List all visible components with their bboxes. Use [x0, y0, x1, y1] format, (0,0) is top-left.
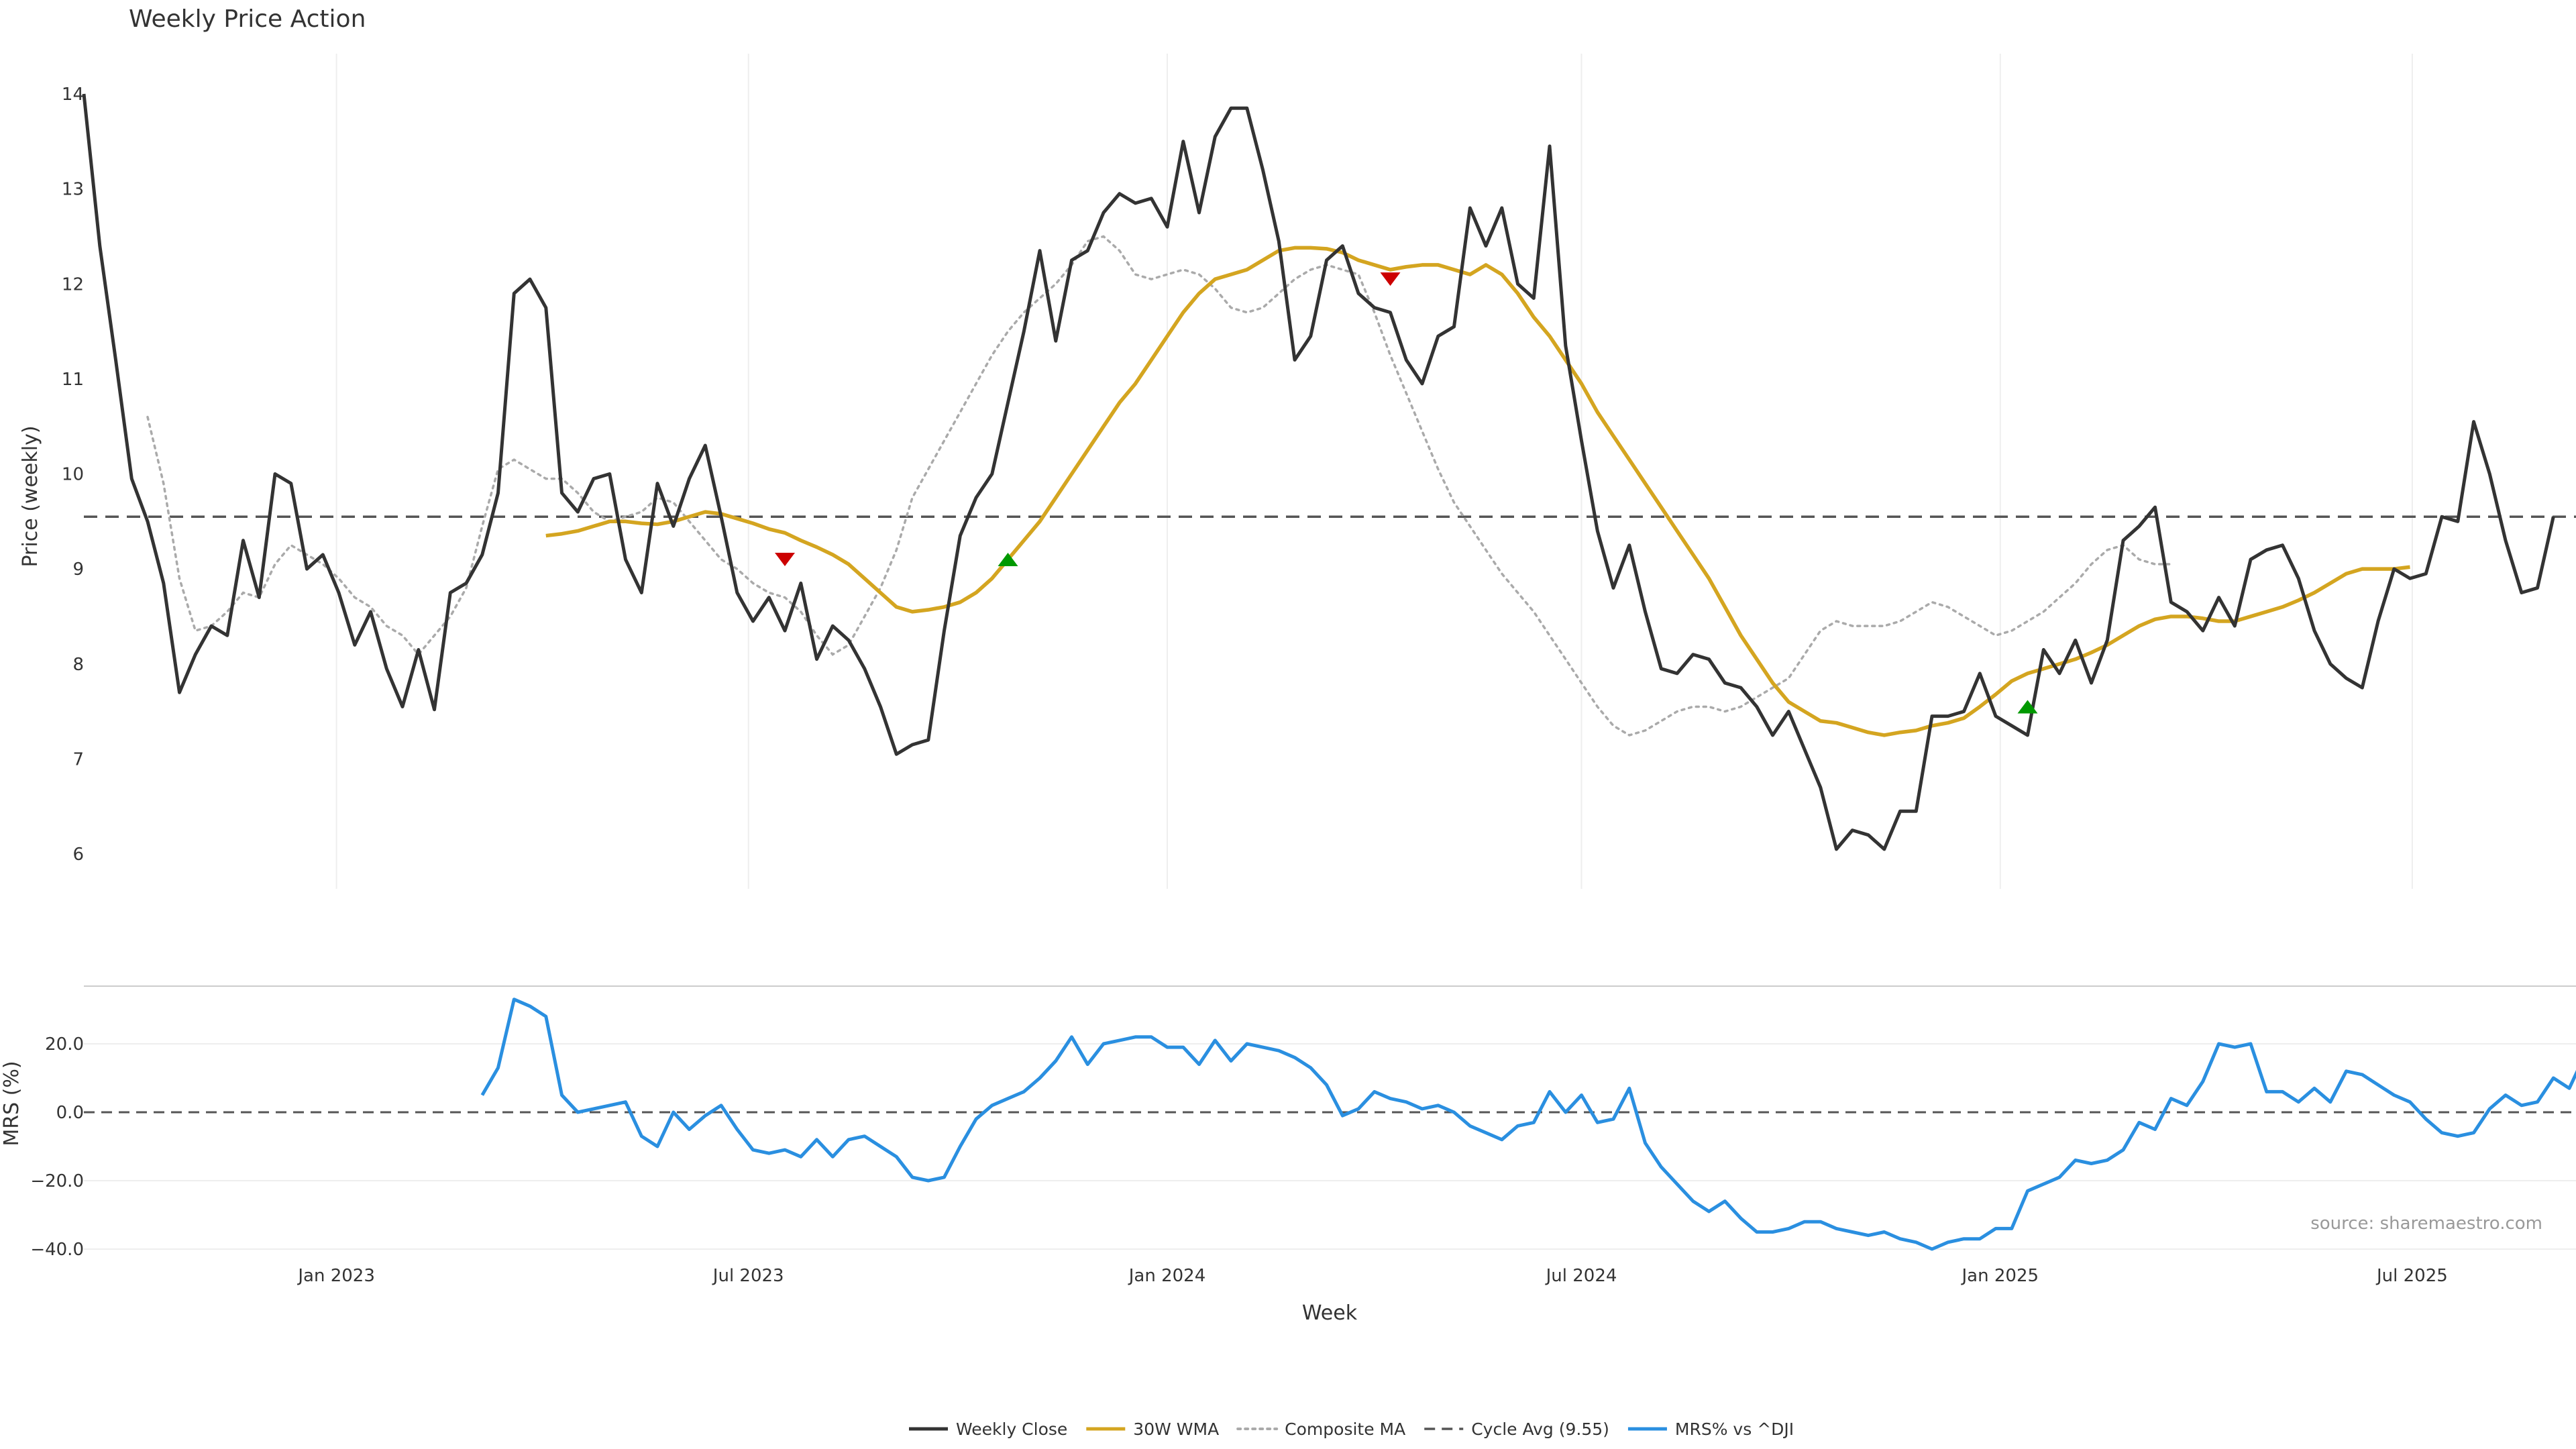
legend-label: Cycle Avg (9.55)	[1471, 1419, 1609, 1439]
price-y-tick-label: 6	[72, 845, 84, 865]
x-axis-label: Week	[1302, 1301, 1358, 1325]
legend-label: 30W WMA	[1133, 1419, 1219, 1439]
x-tick-label: Jan 2023	[297, 1266, 375, 1286]
price-y-tick-label: 12	[62, 274, 84, 294]
chart-title: Weekly Price Action	[129, 5, 366, 33]
x-tick-label: Jul 2025	[2375, 1266, 2448, 1286]
price-y-tick-label: 14	[62, 85, 84, 105]
mrs-horizontal-gridlines	[84, 1043, 2576, 1250]
price-y-tick-label: 11	[62, 370, 84, 390]
price-y-tick-label: 7	[72, 749, 84, 769]
wma-30w-line	[545, 246, 2410, 737]
mrs-y-tick-label: 20.0	[45, 1034, 84, 1055]
buy-signal-marker	[2017, 700, 2038, 714]
signal-markers	[775, 272, 2038, 714]
sell-signal-marker	[775, 552, 795, 566]
x-tick-labels: Jan 2023 Jul 2023 Jan 2024 Jul 2024 Jan 2025…	[297, 1266, 2447, 1286]
mrs-y-tick-labels: 20.0 0.0 −20.0 −40.0	[30, 1034, 84, 1260]
source-label: source: sharemaestro.com	[2310, 1214, 2542, 1234]
legend-label: Weekly Close	[956, 1419, 1067, 1439]
price-y-tick-labels: 6 7 8 9 10 11 12 13 14	[62, 85, 84, 865]
x-tick-label: Jul 2024	[1545, 1266, 1617, 1286]
x-tick-label: Jan 2025	[1961, 1266, 2039, 1286]
mrs-line	[480, 998, 2576, 1251]
vertical-gridlines	[335, 54, 2413, 889]
price-y-tick-label: 8	[72, 655, 84, 675]
sell-signal-marker	[1380, 272, 1401, 286]
mrs-y-axis-label: MRS (%)	[0, 1061, 23, 1146]
legend: Weekly Close 30W WMA Composite MA Cycle Avg…	[909, 1419, 1794, 1439]
mrs-y-tick-label: −40.0	[30, 1240, 84, 1260]
weekly-close-line	[82, 93, 2555, 851]
x-tick-label: Jul 2023	[712, 1266, 784, 1286]
legend-label: Composite MA	[1285, 1419, 1405, 1439]
price-y-axis-label: Price (weekly)	[19, 425, 42, 567]
price-y-tick-label: 13	[62, 180, 84, 200]
mrs-y-tick-label: −20.0	[30, 1171, 84, 1191]
x-tick-label: Jan 2024	[1128, 1266, 1206, 1286]
price-y-tick-label: 9	[72, 559, 84, 580]
legend-label: MRS% vs ^DJI	[1675, 1419, 1794, 1439]
buy-signal-marker	[998, 552, 1018, 566]
price-y-tick-label: 10	[62, 465, 84, 485]
composite-ma-line	[146, 235, 2173, 737]
mrs-y-tick-label: 0.0	[56, 1103, 84, 1123]
